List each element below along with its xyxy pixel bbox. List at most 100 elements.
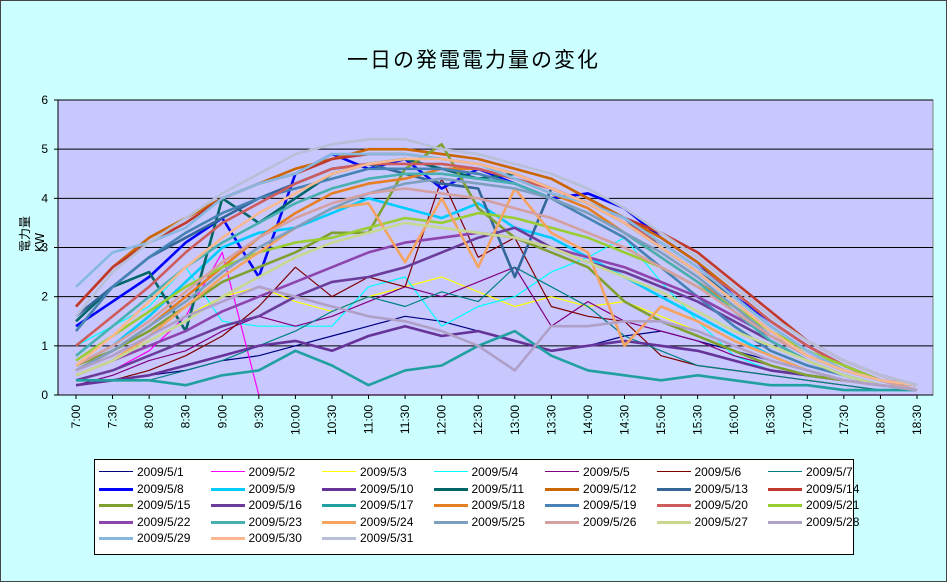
series-line-2009/5/29	[75, 152, 918, 387]
legend-label: 2009/5/11	[471, 481, 525, 496]
series-line-2009/5/17	[76, 329, 917, 392]
legend-label: 2009/5/30	[248, 531, 302, 545]
legend-label: 2009/5/21	[806, 498, 860, 512]
x-tick-label: 16:00	[727, 405, 741, 435]
legend-label: 2009/5/23	[248, 514, 302, 529]
legend-swatch	[545, 487, 579, 491]
legend-swatch	[322, 537, 356, 540]
legend-label: 2009/5/3	[360, 465, 407, 479]
x-tick-label: 12:30	[471, 405, 485, 435]
chart-title: 一日の発電電力量の変化	[347, 48, 600, 72]
series-line-2009/5/23	[75, 172, 918, 392]
legend-swatch	[433, 487, 468, 491]
x-tick-label: 7:00	[69, 405, 83, 429]
series-line-2009/5/27	[75, 221, 918, 392]
legend-label: 2009/5/28	[806, 514, 860, 529]
x-tick-label: 17:00	[800, 405, 814, 435]
legend-item: 2009/5/13	[656, 481, 769, 497]
legend-label: 2009/5/5	[583, 465, 630, 479]
x-tick-label: 14:30	[617, 405, 631, 435]
legend-item: 2009/5/8	[99, 481, 211, 497]
legend-label: 2009/5/22	[137, 514, 191, 529]
x-tick-label: 8:00	[142, 405, 156, 429]
legend-label: 2009/5/27	[694, 514, 748, 529]
legend: 2009/5/1 2009/5/2 2009/5/3 2009/5/4 2009/5/5…	[94, 459, 859, 555]
legend-swatch	[768, 520, 802, 524]
legend-item: 2009/5/7	[768, 464, 880, 480]
legend-item: 2009/5/26	[545, 514, 657, 530]
legend-swatch	[656, 487, 691, 491]
legend-item: 2009/5/5	[545, 464, 657, 480]
x-tick-label: 17:30	[837, 405, 851, 435]
x-tick-label: 8:30	[179, 405, 193, 429]
legend-item: 2009/5/16	[210, 497, 323, 513]
legend-item: 2009/5/22	[99, 514, 211, 530]
x-tick-label: 12:00	[435, 405, 449, 435]
legend-swatch	[768, 487, 802, 491]
x-tick-label: 14:00	[581, 405, 595, 435]
legend-item: 2009/5/27	[656, 514, 769, 530]
legend-swatch	[545, 471, 579, 472]
legend-label: 2009/5/16	[248, 498, 302, 512]
y-tick-label: 0	[41, 388, 48, 402]
legend-item: 2009/5/28	[768, 514, 880, 530]
legend-label: 2009/5/29	[137, 531, 191, 545]
legend-label: 2009/5/8	[137, 481, 184, 496]
legend-item: 2009/5/10	[322, 481, 434, 497]
legend-label: 2009/5/18	[471, 498, 525, 512]
legend-item: 2009/5/12	[545, 481, 657, 497]
legend-label: 2009/5/7	[806, 465, 853, 479]
legend-item: 2009/5/15	[99, 497, 211, 513]
legend-swatch	[210, 471, 245, 472]
legend-label: 2009/5/14	[806, 481, 860, 496]
x-tick-label: 15:00	[654, 405, 668, 435]
legend-swatch	[210, 520, 245, 524]
series-line-2009/5/24	[75, 187, 918, 392]
legend-swatch	[99, 487, 133, 491]
x-tick-label: 9:30	[252, 405, 266, 429]
legend-swatch	[99, 504, 133, 507]
series-line-2009/5/20	[75, 162, 918, 387]
legend-label: 2009/5/4	[471, 465, 519, 479]
legend-label: 2009/5/12	[583, 481, 637, 496]
legend-swatch	[99, 520, 133, 524]
legend-label: 2009/5/10	[360, 481, 414, 496]
legend-item: 2009/5/4	[433, 464, 546, 480]
x-tick-label: 15:30	[691, 405, 705, 435]
legend-label: 2009/5/1	[137, 465, 184, 479]
legend-item: 2009/5/14	[768, 481, 880, 497]
y-tick-label: 5	[41, 142, 48, 156]
legend-swatch	[433, 471, 468, 472]
legend-label: 2009/5/2	[248, 465, 296, 479]
legend-item: 2009/5/18	[433, 497, 546, 513]
y-tick-label: 4	[41, 191, 48, 205]
legend-swatch	[210, 504, 245, 507]
y-tick-label: 2	[41, 290, 48, 304]
x-tick-label: 10:00	[288, 405, 302, 435]
x-tick-label: 11:00	[362, 405, 376, 434]
x-tick-label: 16:30	[764, 405, 778, 435]
legend-label: 2009/5/9	[248, 481, 296, 496]
legend-swatch	[433, 520, 468, 524]
legend-label: 2009/5/26	[583, 514, 637, 529]
series-line-2009/5/31	[74, 138, 918, 387]
series-line-2009/5/15	[75, 143, 918, 392]
legend-item: 2009/5/31	[322, 530, 434, 546]
x-tick-label: 13:30	[544, 405, 558, 435]
legend-label: 2009/5/25	[471, 514, 525, 529]
legend-swatch	[656, 504, 691, 507]
legend-swatch	[768, 504, 802, 507]
legend-item: 2009/5/3	[322, 464, 434, 480]
legend-swatch	[322, 471, 356, 472]
legend-swatch	[322, 520, 356, 524]
legend-item: 2009/5/1	[99, 464, 211, 480]
legend-label: 2009/5/20	[694, 498, 748, 512]
series-line-2009/5/26	[75, 187, 918, 392]
y-tick-label: 3	[41, 241, 48, 255]
x-tick-label: 18:00	[873, 405, 887, 435]
legend-swatch	[656, 471, 691, 472]
legend-item: 2009/5/17	[322, 497, 434, 513]
legend-swatch	[322, 487, 356, 491]
legend-item: 2009/5/2	[210, 464, 323, 480]
